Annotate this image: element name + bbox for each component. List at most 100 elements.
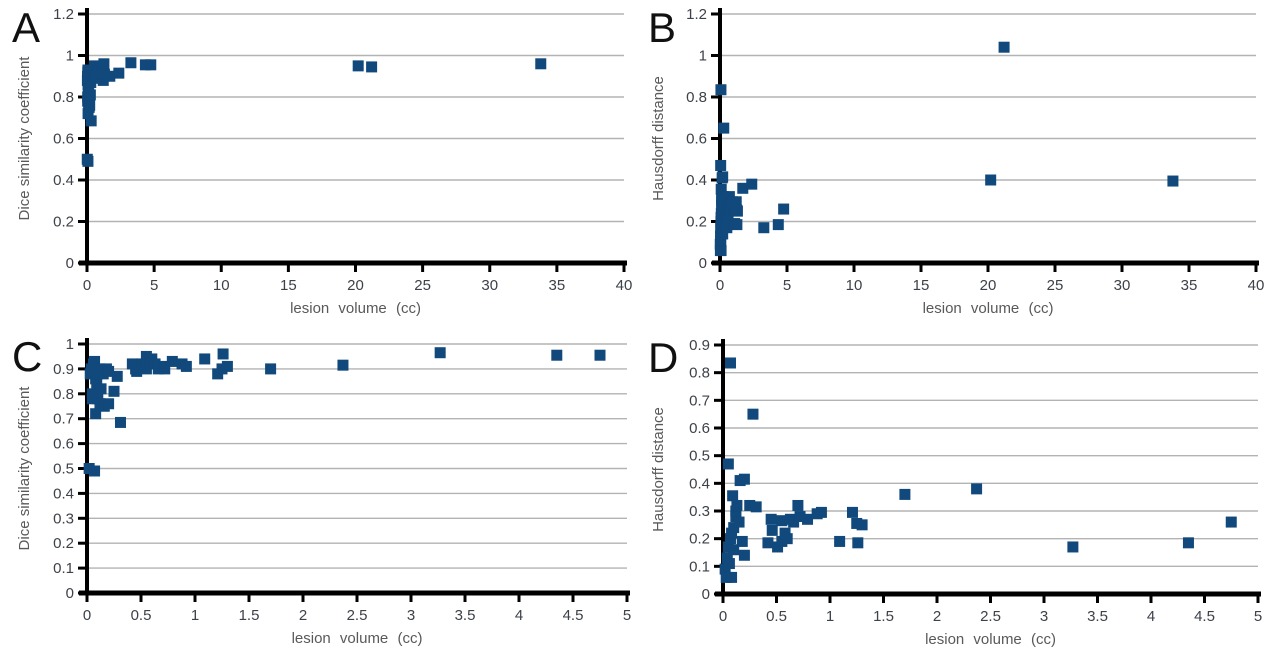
panel-d-marker	[723, 558, 735, 570]
panel-d-marker	[765, 513, 777, 525]
panel-a-x-tick-label: 15	[280, 277, 297, 294]
panel-d-marker	[802, 513, 814, 525]
panel-b-marker	[717, 228, 729, 240]
panel-b-marker	[1167, 175, 1179, 187]
panel-a-x-tick-label: 10	[213, 277, 230, 294]
panel-c-marker	[159, 363, 171, 375]
panel-a-x-tick-label: 20	[347, 277, 364, 294]
panel-d-marker	[730, 505, 742, 517]
panel-b-x-tick-label: 35	[1181, 277, 1198, 294]
panel-d-y-tick-label: 0.6	[689, 420, 710, 437]
panel-d-y-tick-label: 0.7	[689, 392, 710, 409]
panel-d-x-axis-title: lesion volume (cc)	[925, 631, 1056, 648]
panel-a-y-axis-title: Dice similarity coefficient	[16, 56, 33, 221]
panel-d-marker	[750, 501, 762, 513]
panel-a-y-tick-label: 1	[66, 48, 74, 65]
panel-a-x-tick-label: 5	[150, 277, 158, 294]
panel-c-x-tick-label: 3.5	[455, 607, 476, 624]
panel-a-x-tick-label: 35	[549, 277, 566, 294]
panel-b-y-axis-title: Hausdorff distance	[650, 76, 667, 201]
panel-d-marker	[733, 516, 745, 528]
panel-d-marker	[1067, 541, 1079, 553]
panel-d-marker	[856, 519, 868, 531]
panel-c-marker	[108, 385, 120, 397]
panel-d-marker	[722, 458, 734, 470]
panel-b-marker	[731, 205, 743, 217]
panel-b-x-tick-label: 40	[1248, 277, 1265, 294]
panel-d-x-tick-label: 3.5	[1087, 608, 1108, 625]
panel-a-marker	[84, 99, 96, 111]
panel-c-marker	[434, 347, 446, 359]
panel-d-y-tick-label: 0.9	[689, 337, 710, 354]
panel-d-marker	[744, 499, 756, 511]
panel-b-letter: B	[648, 4, 676, 51]
panel-c-y-tick-label: 0.1	[53, 560, 74, 577]
panel-a-marker	[85, 115, 97, 127]
panel-d-x-tick-label: 2.5	[980, 608, 1001, 625]
panel-a-y-tick-label: 0.2	[53, 214, 74, 231]
panel-c-marker	[265, 363, 277, 375]
panel-c-y-tick-label: 0.6	[53, 436, 74, 453]
panel-d-marker	[1225, 516, 1237, 528]
panel-d-marker	[762, 537, 774, 549]
panel-a-x-axis-title: lesion volume (cc)	[290, 300, 421, 317]
panel-d-marker	[724, 357, 736, 369]
panel-d-y-tick-label: 0.5	[689, 448, 710, 465]
panel-b-marker	[715, 183, 727, 195]
panel-d-marker	[726, 571, 738, 583]
panel-b-marker	[998, 41, 1010, 53]
panel-b-marker	[715, 84, 727, 96]
panel-d-marker	[1182, 537, 1194, 549]
panel-d-marker	[736, 535, 748, 547]
panel-d-marker	[728, 544, 740, 556]
panel-a-marker	[352, 60, 364, 72]
panel-b-marker	[746, 178, 758, 190]
panel-d-y-tick-label: 0.8	[689, 365, 710, 382]
panel-d-marker	[772, 541, 784, 553]
panel-c-x-tick-label: 0.5	[131, 607, 152, 624]
panel-c-marker	[594, 349, 606, 361]
panel-d-marker	[815, 506, 827, 518]
panel-c-marker	[131, 365, 143, 377]
panel-d-marker	[747, 408, 759, 420]
panel-d-x-tick-label: 4.5	[1194, 608, 1215, 625]
panel-a-marker	[98, 58, 110, 70]
panel-d-marker	[731, 499, 743, 511]
panel-c-marker	[166, 355, 178, 367]
panel-b-marker	[722, 216, 734, 227]
panel-a-marker	[535, 58, 547, 70]
panel-d-marker	[724, 533, 736, 545]
panel-d-marker	[834, 535, 846, 547]
panel-d-x-tick-label: 0	[719, 608, 727, 625]
panel-b-x-tick-label: 10	[846, 277, 863, 294]
panel-b-y-tick-label: 0.6	[686, 131, 707, 148]
panel-c-y-tick-label: 0.4	[53, 485, 74, 502]
panel-c-x-axis-title: lesion volume (cc)	[292, 630, 423, 647]
panel-d-y-tick-label: 0.2	[689, 531, 710, 548]
panel-d-marker	[788, 516, 800, 528]
panel-c-marker	[95, 383, 107, 395]
panel-a-y-tick-label: 0.4	[53, 172, 74, 189]
panel-d-marker	[727, 490, 739, 502]
panel-c-x-tick-label: 5	[623, 607, 631, 624]
panel-c-marker	[89, 465, 101, 477]
panel-d-marker	[794, 511, 806, 523]
panel-b-marker	[715, 245, 727, 257]
panel-b-marker	[717, 171, 729, 183]
panel-b-marker	[737, 182, 749, 194]
panel-d-marker	[776, 515, 788, 527]
panel-b-marker	[718, 122, 730, 134]
panel-d-marker	[846, 506, 858, 518]
panel-d-marker	[719, 563, 731, 575]
panel-d-marker	[738, 549, 750, 561]
panel-d-marker	[781, 533, 793, 545]
panel-d-x-tick-label: 2	[933, 608, 941, 625]
panel-c-marker	[103, 398, 115, 410]
panel-c-x-tick-label: 1.5	[239, 607, 260, 624]
panel-c-marker	[551, 349, 563, 361]
panel-d-x-tick-label: 0.5	[766, 608, 787, 625]
panel-d-y-tick-label: 0	[702, 586, 710, 603]
panel-d-marker	[766, 524, 778, 536]
panel-b-marker	[778, 203, 790, 215]
